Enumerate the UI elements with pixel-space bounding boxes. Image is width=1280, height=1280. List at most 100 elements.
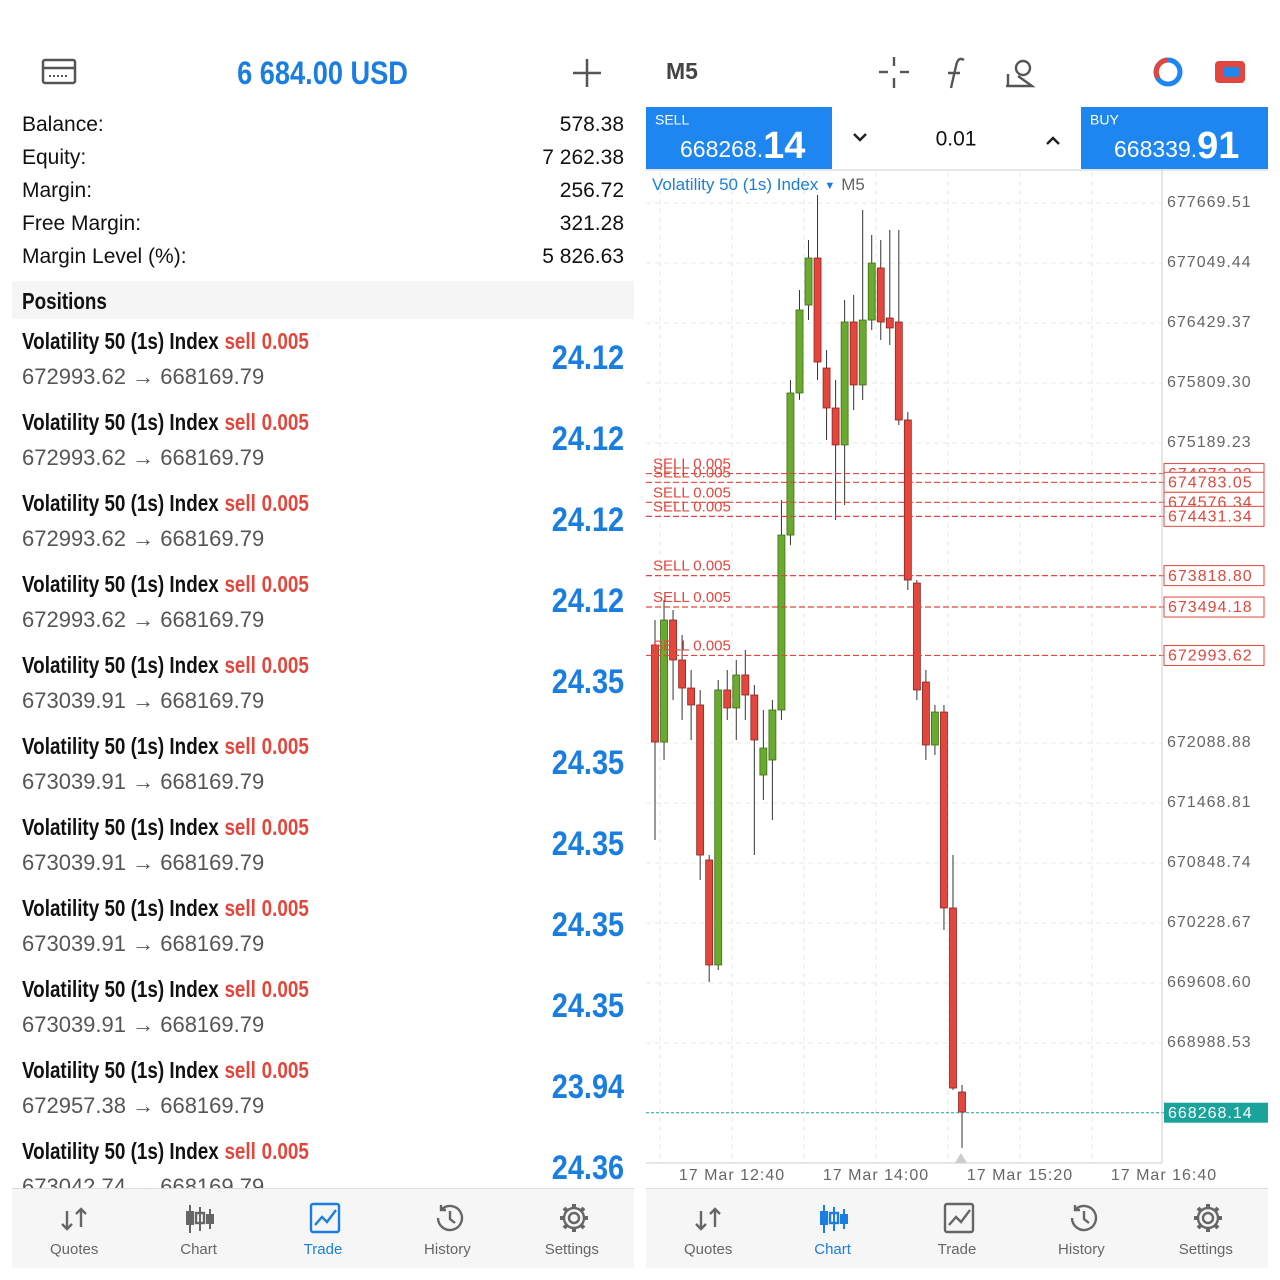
tab-bar: Quotes Chart Trade History Settings (12, 1188, 634, 1268)
account-switch-icon[interactable] (1153, 57, 1183, 87)
position-volume: 0.005 (261, 976, 309, 1002)
y-tick-label: 677669.51 (1167, 194, 1252, 211)
position-row[interactable]: Volatility 50 (1s) Index sell 0.005 673042.… (12, 1132, 634, 1188)
position-row[interactable]: Volatility 50 (1s) Index sell 0.005 673039.… (12, 889, 634, 970)
toolbar-icons (879, 57, 1036, 89)
position-title: Volatility 50 (1s) Index sell 0.005 (22, 571, 309, 598)
tab-label: Settings (544, 1241, 599, 1258)
account-value: 7 262.38 (542, 146, 624, 169)
position-profit: 24.12 (551, 501, 624, 539)
account-icon[interactable] (41, 58, 77, 86)
candle-body (705, 859, 714, 966)
position-title: Volatility 50 (1s) Index sell 0.005 (22, 976, 309, 1003)
position-side: sell (224, 409, 256, 435)
positions-list: Volatility 50 (1s) Index sell 0.005 672993.… (12, 322, 634, 1188)
position-symbol: Volatility 50 (1s) Index (22, 1057, 219, 1083)
order-label: SELL 0.005 (653, 637, 731, 654)
position-profit: 24.35 (551, 663, 624, 701)
position-side: sell (224, 733, 256, 759)
tab-label: Trade (303, 1241, 343, 1258)
x-tick-label: 17 Mar 15:20 (967, 1167, 1073, 1184)
candle-body (804, 257, 813, 306)
tab[interactable]: History (1019, 1189, 1143, 1268)
trade-icon[interactable] (1215, 61, 1245, 83)
sell-price-pips: 14 (763, 125, 805, 167)
position-row[interactable]: Volatility 50 (1s) Index sell 0.005 673039.… (12, 727, 634, 808)
position-row[interactable]: Volatility 50 (1s) Index sell 0.005 672993.… (12, 565, 634, 646)
candle-body (741, 674, 750, 696)
current-price: 668268.14 (1168, 1105, 1253, 1122)
volume-down[interactable] (853, 133, 867, 142)
plot: SELL 0.005 SELL 0.005 SELL 0.005 SELL 0.005… (646, 195, 1164, 1149)
tab[interactable]: Quotes (12, 1189, 136, 1268)
position-row[interactable]: Volatility 50 (1s) Index sell 0.005 673039.… (12, 808, 634, 889)
timeframe[interactable]: M5 (666, 58, 698, 84)
add-button[interactable] (572, 58, 602, 88)
candle-body (940, 711, 948, 909)
candle-body (912, 582, 921, 691)
tab[interactable]: Quotes (646, 1189, 770, 1268)
candle-body (876, 267, 885, 323)
position-volume: 0.005 (261, 895, 309, 921)
position-prices: 673039.91 → 668169.79 (22, 1012, 265, 1037)
tab[interactable]: Settings (510, 1189, 634, 1268)
tab[interactable]: Chart (136, 1189, 260, 1268)
position-profit: 24.35 (551, 825, 624, 863)
crosshair-icon[interactable] (879, 57, 909, 88)
position-volume: 0.005 (261, 409, 309, 435)
account-label: Balance: (22, 113, 104, 136)
symbol-dropdown[interactable]: ▼ (824, 180, 835, 192)
position-row[interactable]: Volatility 50 (1s) Index sell 0.005 672993.… (12, 403, 634, 484)
tab-icon (309, 1202, 340, 1234)
account-label: Equity: (22, 146, 87, 169)
buy-button[interactable] (1081, 107, 1268, 169)
volume-up[interactable] (1046, 136, 1060, 145)
tab[interactable]: History (385, 1189, 509, 1268)
position-symbol: Volatility 50 (1s) Index (22, 409, 219, 435)
position-symbol: Volatility 50 (1s) Index (22, 328, 219, 354)
tab-icon (1070, 1204, 1098, 1232)
tab-icon (820, 1205, 849, 1233)
position-symbol: Volatility 50 (1s) Index (22, 895, 219, 921)
position-row[interactable]: Volatility 50 (1s) Index sell 0.005 673039.… (12, 970, 634, 1051)
position-side: sell (224, 1138, 256, 1164)
tab-label: Quotes (684, 1241, 733, 1258)
header-title-wrap: 6 684.00 USD (12, 55, 634, 92)
chart-heading: Volatility 50 (1s) Index ▼ M5 (652, 175, 865, 194)
account-value: 321.28 (559, 212, 624, 235)
position-row[interactable]: Volatility 50 (1s) Index sell 0.005 673039.… (12, 646, 634, 727)
position-row[interactable]: Volatility 50 (1s) Index sell 0.005 672957.… (12, 1051, 634, 1132)
position-title: Volatility 50 (1s) Index sell 0.005 (22, 733, 309, 760)
buy-price-main: 668339. (1114, 136, 1197, 162)
chart-view: M5 SELL 668268.14 0.01 BUY 668339.91 SEL… (646, 57, 1268, 1184)
order-label: SELL 0.005 (653, 456, 731, 473)
tab[interactable]: Trade (895, 1189, 1019, 1268)
tab[interactable]: Trade (261, 1189, 385, 1268)
tab[interactable]: Chart (770, 1189, 894, 1268)
position-prices: 673039.91 → 668169.79 (22, 688, 265, 713)
volume[interactable]: 0.01 (936, 128, 977, 151)
order-tag (1163, 596, 1265, 618)
order-label: SELL 0.005 (653, 498, 731, 515)
tab[interactable]: Settings (1144, 1189, 1268, 1268)
sell-button[interactable] (646, 107, 832, 169)
tab-icon (436, 1204, 464, 1232)
candle-body (849, 321, 858, 386)
position-row[interactable]: Volatility 50 (1s) Index sell 0.005 672993.… (12, 484, 634, 565)
x-tick-label: 17 Mar 16:40 (1111, 1167, 1217, 1184)
position-row[interactable]: Volatility 50 (1s) Index sell 0.005 672993.… (12, 322, 634, 403)
order-price: 674431.34 (1168, 509, 1253, 526)
positions-title: Positions (22, 288, 107, 314)
tab-icon (61, 1207, 87, 1231)
position-prices: 673039.91 → 668169.79 (22, 850, 265, 875)
candle-body (858, 319, 867, 386)
objects-icon[interactable] (1006, 59, 1036, 88)
candle-body (759, 747, 768, 776)
buy-label: BUY (1090, 112, 1119, 128)
candle-body (949, 907, 957, 1089)
order-label: SELL 0.005 (653, 558, 731, 575)
indicator-icon[interactable] (948, 57, 965, 89)
trade-screen: 6 684.00 USD Balance: 578.38 Equity: 7 262.… (12, 0, 634, 1268)
position-title: Volatility 50 (1s) Index sell 0.005 (22, 895, 309, 922)
